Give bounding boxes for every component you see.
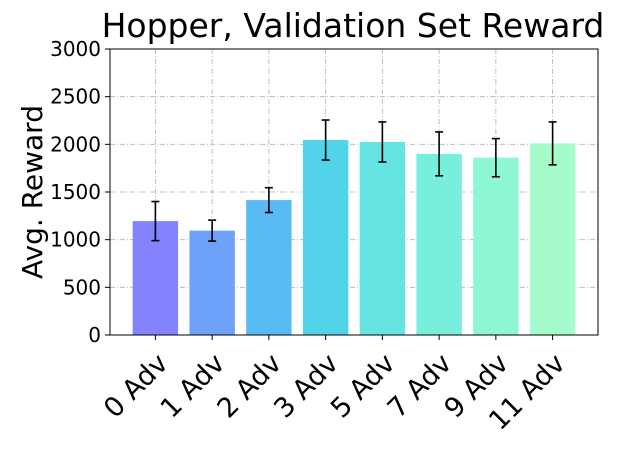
y-tick-label: 2500 [50, 85, 101, 109]
x-tick-label: 0 Adv [98, 348, 174, 424]
bar-2-adv [246, 200, 292, 335]
y-tick-label: 2000 [50, 132, 101, 156]
bars [132, 140, 576, 335]
error-bar [491, 137, 500, 178]
bar-11-adv [529, 143, 576, 335]
y-tick-label: 3000 [50, 37, 101, 61]
error-bar [264, 186, 273, 214]
y-axis-ticks: 0 500 1000 1500 2000 2500 3000 [50, 37, 110, 347]
x-tick-label: 3 Adv [268, 348, 344, 424]
bar-7-adv [416, 153, 462, 335]
bar-5-adv [359, 141, 406, 335]
error-bar [378, 121, 387, 163]
error-bar [151, 200, 160, 242]
chart-title: Hopper, Validation Set Reward [102, 6, 605, 45]
error-bar [548, 121, 557, 166]
y-tick-label: 500 [63, 275, 101, 299]
bar-1-adv [189, 230, 235, 335]
bar-3-adv [302, 140, 349, 335]
error-bars [151, 119, 557, 242]
x-tick-label: 5 Adv [325, 348, 401, 424]
error-bar [321, 119, 330, 161]
x-tick-label: 2 Adv [212, 348, 288, 424]
y-tick-label: 1000 [50, 228, 101, 252]
y-tick-label: 1500 [50, 180, 101, 204]
error-bar [208, 219, 217, 242]
error-bar [435, 131, 444, 177]
grid-lines [110, 49, 598, 335]
y-tick-label: 0 [88, 323, 101, 347]
bar-9-adv [473, 157, 519, 335]
y-axis-label: Avg. Reward [16, 105, 49, 279]
x-tick-label: 7 Adv [382, 348, 458, 424]
x-tick-label: 1 Adv [155, 348, 231, 424]
